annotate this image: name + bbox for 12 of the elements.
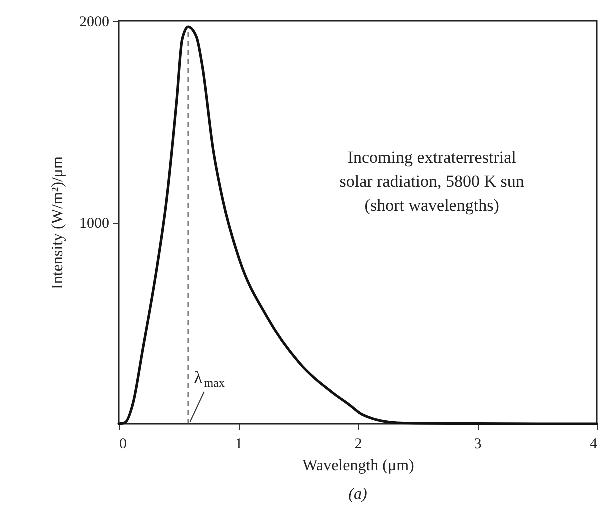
- line-series: [118, 26, 598, 426]
- y-tick-label: 1000: [80, 216, 110, 232]
- x-tick-label: 4: [590, 436, 598, 452]
- annotation: Incoming extraterrestrial solar radiation, 5800 K sun (short wavelengths): [340, 148, 525, 216]
- x-tick-label: 2: [354, 436, 362, 452]
- x-tick-label: 1: [235, 436, 243, 452]
- text: (a): [348, 486, 368, 503]
- y-tick-label: 2000: [80, 14, 110, 30]
- x-tick-label: 3: [474, 436, 482, 452]
- x-axis-title: Wavelength (μm): [302, 458, 414, 474]
- y-axis-title: Intensity (W/m²)/μm: [50, 156, 66, 290]
- x-tick-label: 0: [120, 436, 127, 452]
